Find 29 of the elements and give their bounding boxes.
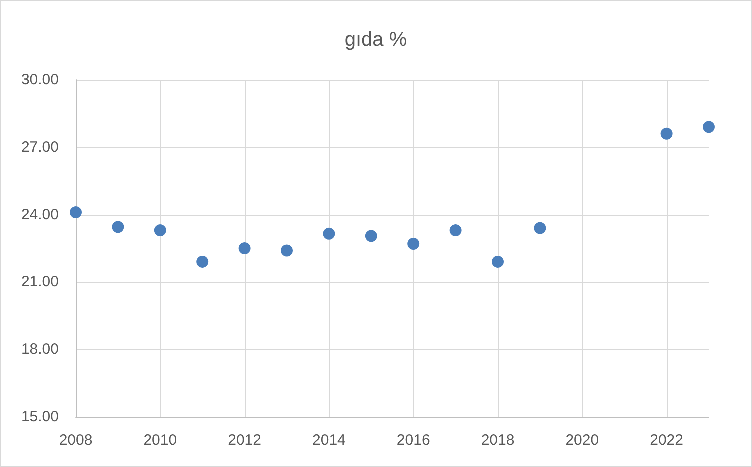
point <box>534 222 546 234</box>
y-tick-label: 18.00 <box>21 341 59 358</box>
x-tick-label: 2022 <box>650 432 684 449</box>
x-tick-label: 2016 <box>396 432 430 449</box>
y-tick-label: 24.00 <box>21 206 59 224</box>
point <box>196 256 209 268</box>
point <box>281 244 293 257</box>
point <box>408 238 420 250</box>
x-tick-label: 2018 <box>481 432 515 449</box>
x-tick-label: 2012 <box>228 432 262 449</box>
y-tick-label: 30.00 <box>21 72 59 88</box>
y-tick-label: 21.00 <box>21 274 59 291</box>
point <box>112 221 124 234</box>
point <box>703 121 715 134</box>
point <box>660 128 673 140</box>
point <box>238 242 251 254</box>
chart-title: gıda % <box>344 29 408 51</box>
x-tick-label: 2008 <box>59 432 93 449</box>
point <box>450 224 462 237</box>
x-tick-label: 2020 <box>566 432 600 449</box>
point <box>492 256 504 268</box>
x-tick-label: 2014 <box>312 432 346 449</box>
point <box>365 230 378 242</box>
point <box>70 206 82 219</box>
x-tick-label: 2010 <box>144 432 178 449</box>
y-tick-label: 15.00 <box>21 408 59 426</box>
point <box>323 228 336 240</box>
point <box>154 224 166 237</box>
y-tick-label: 27.00 <box>21 138 59 156</box>
